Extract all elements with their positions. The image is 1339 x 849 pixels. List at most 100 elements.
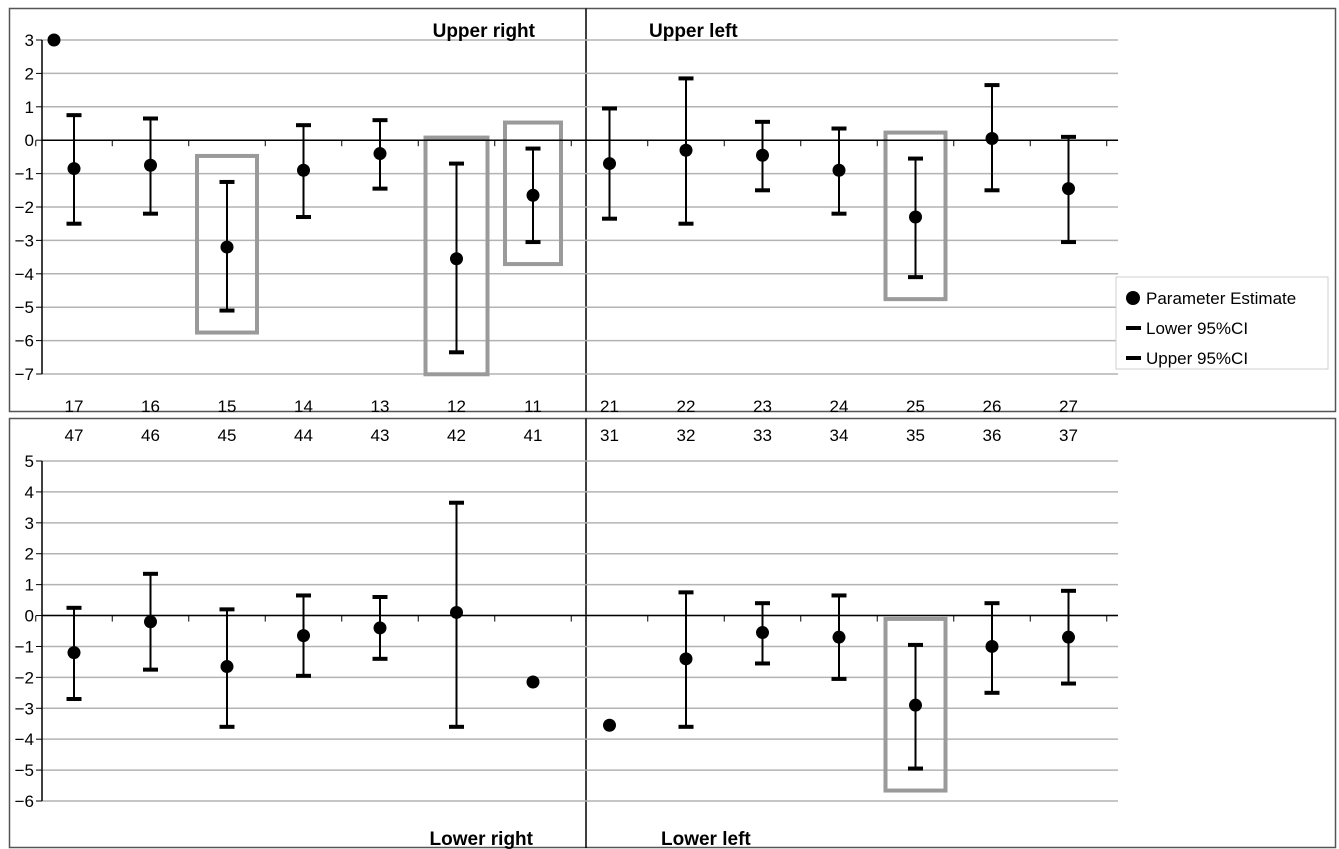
x-tick-label: 17 (65, 397, 84, 416)
lower-ci-27 (1061, 240, 1076, 245)
estimate-point-11 (526, 188, 540, 202)
upper-ci-14 (296, 123, 311, 128)
estimate-point-35 (909, 698, 922, 712)
x-tick-label: 22 (677, 397, 696, 416)
upper-ci-15 (219, 179, 235, 184)
x-tick-label: 14 (294, 397, 313, 416)
upper-ci-32 (678, 590, 694, 595)
upper-ci-17 (66, 113, 82, 118)
upper-ci-24 (831, 126, 847, 131)
x-tick-label: 35 (906, 426, 925, 445)
upper-ci-47 (66, 605, 82, 610)
x-tick-label: 47 (65, 426, 84, 445)
highlight-box-12 (423, 135, 490, 377)
y-tick-label: 5 (25, 452, 34, 471)
lower-ci-33 (755, 661, 770, 666)
lower-ci-21 (602, 216, 617, 221)
lower-panel-gridlines (42, 460, 1118, 802)
lower-ci-12 (449, 350, 464, 355)
x-tick-label: 34 (830, 426, 849, 445)
estimate-point-23 (756, 148, 769, 162)
y-tick-label: −5 (15, 298, 34, 317)
highlight-box-15 (195, 153, 259, 335)
lower-ci-15 (219, 308, 235, 313)
estimate-point-14 (297, 163, 310, 177)
legend-label-lower-ci: Lower 95%CI (1146, 319, 1248, 338)
y-tick-label: −6 (15, 332, 34, 351)
upper-ci-37 (1061, 588, 1076, 593)
upper-ci-16 (143, 116, 158, 121)
upper-ci-26 (984, 83, 1000, 88)
x-tick-label: 37 (1059, 426, 1078, 445)
y-tick-label: 0 (25, 607, 34, 626)
upper-ci-34 (831, 593, 847, 598)
upper-ci-12 (449, 161, 464, 166)
upper-ci-43 (372, 595, 388, 599)
lower-ci-36 (984, 690, 1000, 695)
x-tick-label: 46 (141, 426, 160, 445)
lower-ci-43 (372, 656, 388, 661)
estimate-point-15 (220, 240, 234, 254)
highlight-box-11 (503, 120, 563, 267)
y-tick-label: −4 (15, 265, 34, 284)
x-tick-label: 26 (983, 397, 1002, 416)
lower-ci-37 (1061, 681, 1076, 686)
y-tick-label: −6 (15, 792, 34, 811)
estimate-point-22 (679, 143, 693, 157)
upper-panel-gridlines (42, 39, 1118, 375)
estimate-point-41 (526, 675, 540, 689)
upper-ci-22 (678, 76, 694, 81)
x-tick-label: 41 (524, 426, 543, 445)
estimate-point-42 (450, 605, 463, 619)
highlight-box-35 (883, 616, 948, 793)
y-tick-label: 2 (25, 64, 34, 83)
estimate-point-47 (67, 646, 81, 660)
upper-ci-21 (602, 106, 617, 111)
lower-ci-22 (678, 221, 694, 226)
x-tick-label: 27 (1059, 397, 1078, 416)
lower-ci-24 (831, 211, 847, 216)
lower-ci-32 (678, 724, 694, 729)
estimate-point-36 (985, 639, 999, 653)
legend-marker-upper-ci (1126, 356, 1141, 360)
estimate-point-43 (373, 621, 387, 635)
upper-ci-33 (755, 601, 770, 606)
legend: Parameter Estimate Lower 95%CI Upper 95%… (1115, 276, 1329, 370)
y-tick-label: 1 (25, 576, 34, 595)
panel-frames (8, 7, 1337, 849)
upper-ci-35 (908, 642, 923, 647)
upper-ci-36 (984, 601, 1000, 606)
upper-ci-27 (1061, 134, 1076, 139)
estimate-point-44 (297, 629, 310, 643)
x-tick-label: 31 (600, 426, 619, 445)
quadrant-label-lower-left: Lower left (661, 829, 751, 849)
lower-ci-35 (908, 766, 923, 771)
x-tick-label: 33 (753, 426, 772, 445)
lower-ci-42 (449, 724, 464, 729)
estimate-point-33 (756, 626, 769, 640)
x-tick-label: 23 (753, 397, 772, 416)
upper-ci-44 (296, 593, 311, 598)
upper-panel-highlight-boxes (195, 120, 948, 377)
x-tick-label: 21 (600, 397, 619, 416)
quadrant-label-upper-right: Upper right (433, 21, 536, 42)
y-tick-label: −1 (15, 165, 34, 184)
x-tick-label: 12 (447, 397, 466, 416)
lower-ci-46 (143, 667, 158, 672)
lower-ci-45 (219, 724, 235, 729)
estimate-point-21 (603, 157, 616, 171)
y-tick-label: −5 (15, 761, 34, 780)
x-tick-label: 32 (677, 426, 696, 445)
upper-ci-13 (372, 118, 388, 123)
x-tick-label: 25 (906, 397, 925, 416)
y-tick-label: 3 (25, 31, 34, 50)
upper-ci-46 (143, 571, 158, 576)
lower-ci-44 (296, 673, 311, 678)
estimate-point-12 (450, 252, 463, 266)
upper-ci-42 (449, 500, 464, 505)
lower-ci-23 (755, 188, 770, 193)
x-tick-label: 44 (294, 426, 313, 445)
